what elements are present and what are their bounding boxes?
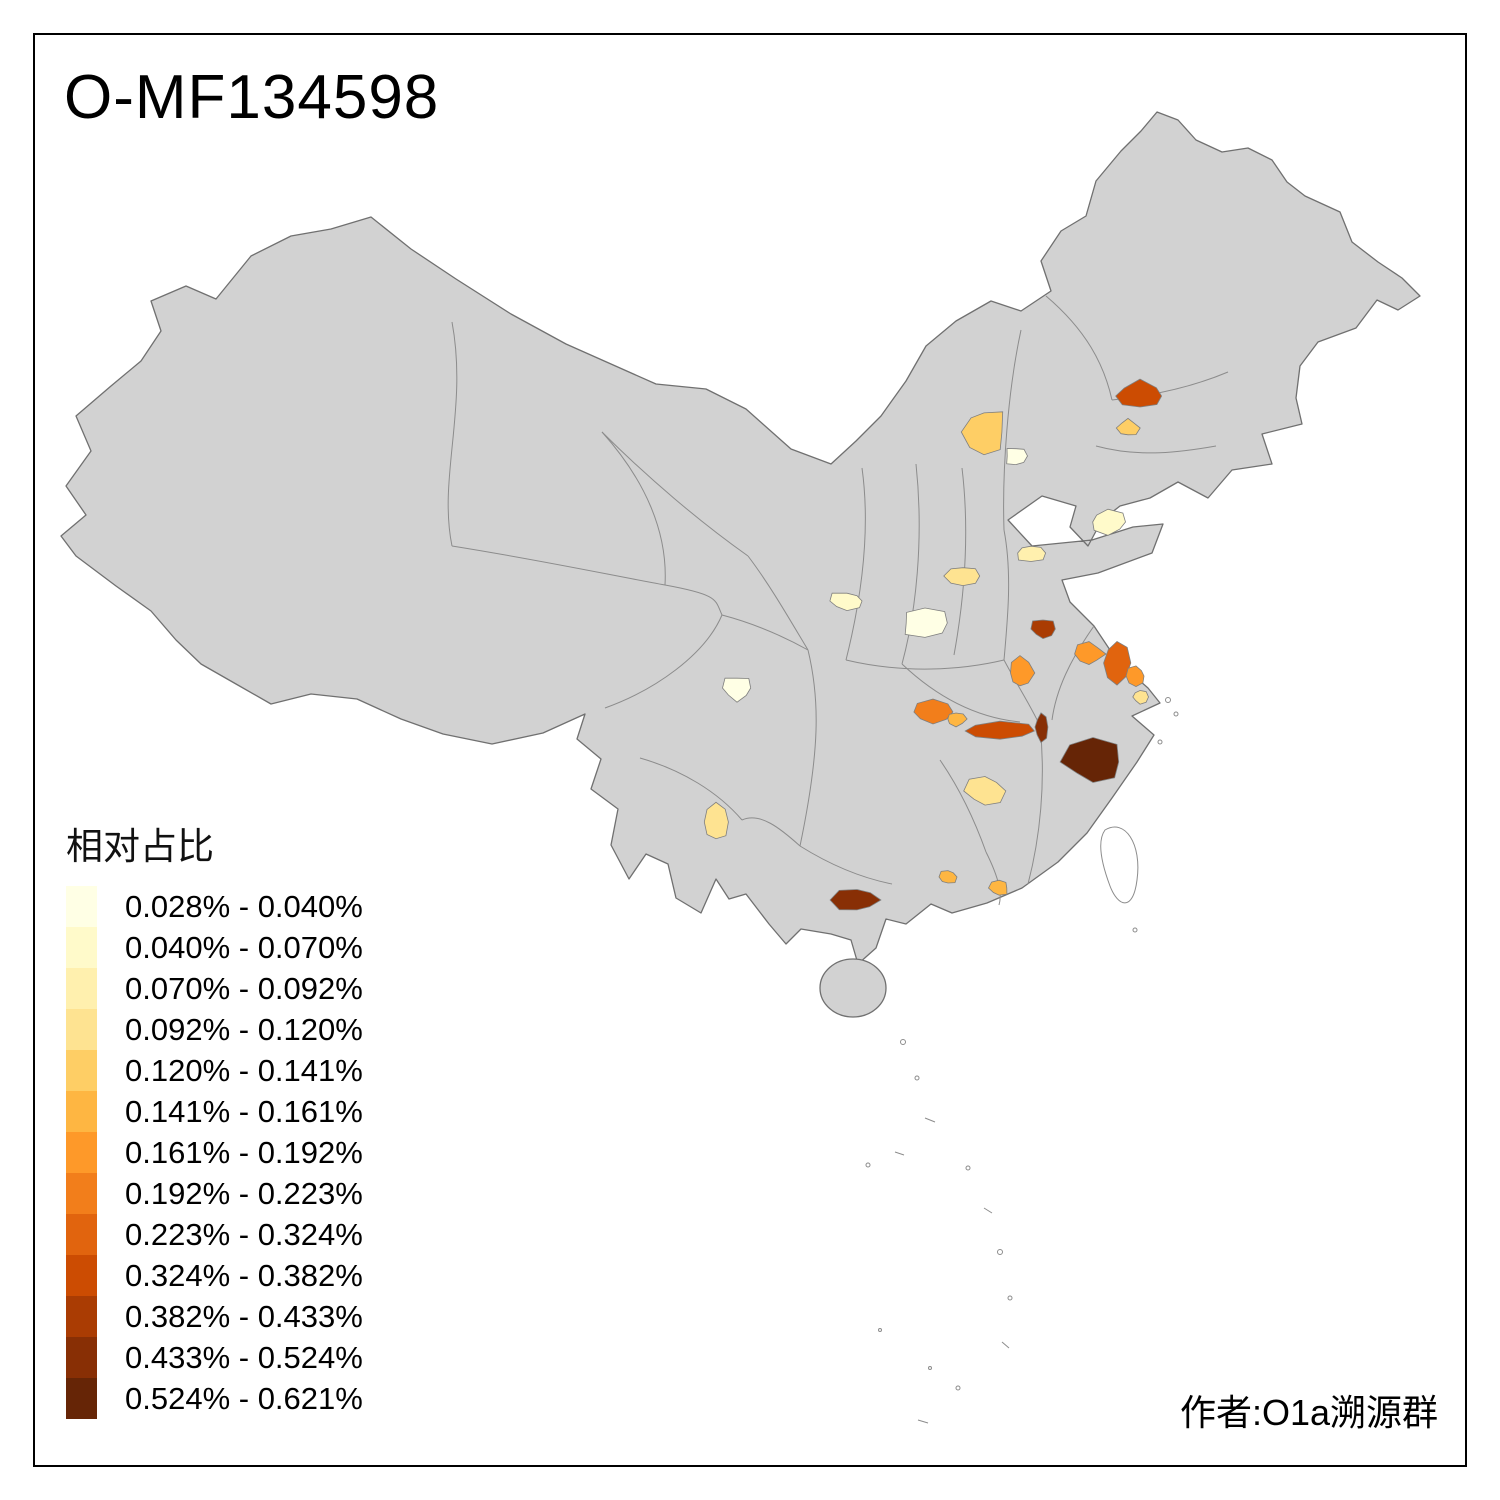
legend-row: 0.192% - 0.223%	[66, 1173, 363, 1214]
legend-swatch	[66, 927, 97, 968]
map-region	[938, 870, 958, 884]
legend-row: 0.028% - 0.040%	[66, 886, 363, 927]
legend-label: 0.223% - 0.324%	[125, 1216, 363, 1252]
legend-swatch	[66, 1255, 97, 1296]
legend-swatch	[66, 1378, 97, 1419]
legend-label: 0.192% - 0.223%	[125, 1175, 363, 1211]
map-region	[1125, 665, 1145, 688]
legend-label: 0.040% - 0.070%	[125, 929, 363, 965]
legend-label: 0.070% - 0.092%	[125, 970, 363, 1006]
legend-swatch	[66, 1050, 97, 1091]
map-region	[1030, 619, 1056, 640]
map-region	[963, 776, 1007, 806]
legend-row: 0.324% - 0.382%	[66, 1255, 363, 1296]
map-region	[1074, 641, 1107, 665]
legend-row: 0.433% - 0.524%	[66, 1337, 363, 1378]
legend-row: 0.382% - 0.433%	[66, 1296, 363, 1337]
map-region	[1017, 545, 1047, 562]
legend-label: 0.120% - 0.141%	[125, 1052, 363, 1088]
legend-title: 相对占比	[66, 826, 214, 867]
legend-row: 0.040% - 0.070%	[66, 927, 363, 968]
hainan-island	[819, 958, 887, 1018]
legend-label: 0.141% - 0.161%	[125, 1093, 363, 1129]
legend-swatch	[66, 1009, 97, 1050]
legend: 相对占比 0.028% - 0.040% 0.040% - 0.070% 0.070…	[66, 816, 363, 1419]
legend-label: 0.161% - 0.192%	[125, 1134, 363, 1170]
map-region	[943, 567, 981, 587]
legend-label: 0.324% - 0.382%	[125, 1257, 363, 1293]
map-region	[1115, 378, 1163, 408]
map-region	[1034, 712, 1049, 744]
map-region	[1115, 417, 1141, 436]
map-region	[1010, 655, 1036, 687]
legend-label: 0.382% - 0.433%	[125, 1298, 363, 1334]
legend-swatch	[66, 1091, 97, 1132]
legend-label: 0.433% - 0.524%	[125, 1339, 363, 1375]
legend-rows: 0.028% - 0.040% 0.040% - 0.070% 0.070% - 0…	[66, 886, 363, 1419]
map-region	[1092, 508, 1126, 536]
legend-row: 0.524% - 0.621%	[66, 1378, 363, 1419]
legend-row: 0.120% - 0.141%	[66, 1050, 363, 1091]
legend-label: 0.524% - 0.621%	[125, 1380, 363, 1416]
map-region	[829, 592, 863, 612]
legend-row: 0.223% - 0.324%	[66, 1214, 363, 1255]
map-region	[703, 801, 729, 840]
legend-swatch	[66, 1173, 97, 1214]
author-credit: 作者:O1a溯源群	[1179, 1392, 1438, 1433]
map-region	[904, 607, 948, 638]
map-region	[722, 677, 752, 703]
map-region	[1006, 448, 1028, 466]
map-region	[964, 720, 1035, 740]
map-region	[1059, 737, 1120, 783]
map-region	[960, 411, 1004, 456]
map-region	[1132, 690, 1149, 705]
legend-row: 0.092% - 0.120%	[66, 1009, 363, 1050]
map-region	[829, 889, 882, 911]
legend-label: 0.092% - 0.120%	[125, 1011, 363, 1047]
legend-swatch	[66, 1337, 97, 1378]
page-title: O-MF134598	[64, 63, 440, 132]
legend-swatch	[66, 1296, 97, 1337]
map-region	[1103, 641, 1132, 686]
legend-label: 0.028% - 0.040%	[125, 888, 363, 924]
legend-swatch	[66, 968, 97, 1009]
south-china-sea-islands	[865, 697, 1179, 1424]
highlighted-regions	[703, 378, 1163, 911]
legend-swatch	[66, 886, 97, 927]
legend-row: 0.161% - 0.192%	[66, 1132, 363, 1173]
map-region	[913, 698, 954, 725]
map-region	[947, 712, 968, 728]
legend-swatch	[66, 1214, 97, 1255]
legend-row: 0.141% - 0.161%	[66, 1091, 363, 1132]
legend-row: 0.070% - 0.092%	[66, 968, 363, 1009]
legend-swatch	[66, 1132, 97, 1173]
taiwan-island	[1100, 826, 1139, 904]
map-region	[988, 879, 1008, 896]
